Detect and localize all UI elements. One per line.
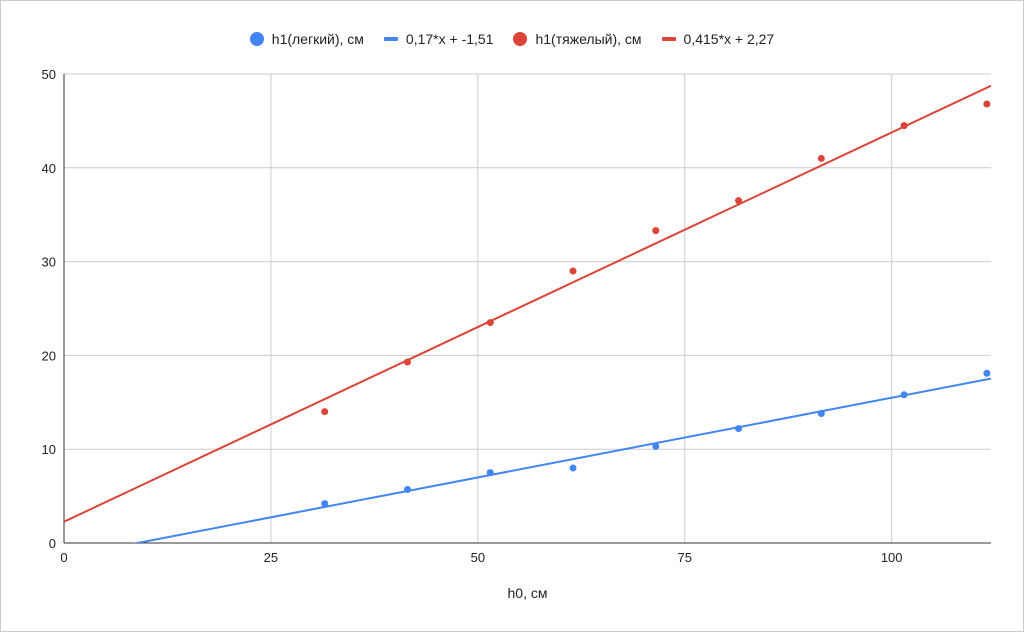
data-point-s2-4 [569,267,577,275]
legend-label-trendline-2: 0,415*x + 2,27 [683,31,775,47]
data-point-s1-7 [817,410,825,418]
legend-item-series-2[interactable]: h1(тяжелый), см [513,31,642,47]
legend-item-trendline-1[interactable]: 0,17*x + -1,51 [383,31,494,47]
data-points [321,100,991,508]
trendline-1 [132,377,991,543]
legend-marker-trendline-2 [661,37,676,41]
legend-marker-trendline-1 [383,37,398,41]
data-point-s2-2 [403,358,411,366]
data-point-s1-6 [735,425,743,433]
legend-label-series-2: h1(тяжелый), см [535,31,642,47]
chart-axes [63,74,991,544]
grid-lines [64,73,991,543]
x-tick-label-1: 25 [264,550,278,565]
data-point-s1-3 [486,469,494,477]
data-point-s2-1 [321,408,329,416]
data-point-s1-4 [569,464,577,472]
data-point-s1-8 [900,391,908,399]
data-point-s2-3 [486,319,494,327]
data-point-s2-8 [900,122,908,130]
legend-item-trendline-2[interactable]: 0,415*x + 2,27 [661,31,775,47]
trendline-2 [64,84,991,523]
x-tick-label-2: 50 [471,550,485,565]
y-tick-label-3: 30 [42,255,56,270]
y-tick-label-5: 50 [42,67,56,82]
legend-marker-series-2 [513,32,528,46]
y-tick-label-4: 40 [42,161,56,176]
x-axis-title: h0, см [508,585,548,601]
data-point-s1-1 [321,500,329,508]
data-point-s2-6 [735,197,743,205]
x-tick-label-0: 0 [60,550,67,565]
x-tick-label-4: 100 [881,550,903,565]
data-point-s2-7 [817,154,825,162]
data-point-s2-5 [652,227,660,235]
tick-labels: 0 10 20 30 40 50 0 25 50 75 100 [42,67,903,565]
y-tick-label-2: 20 [42,348,56,363]
legend-label-series-1: h1(легкий), см [271,31,364,47]
data-point-s1-2 [403,486,411,494]
data-point-s1-5 [652,442,660,450]
legend-label-trendline-1: 0,17*x + -1,51 [405,31,494,47]
legend-marker-series-1 [249,32,264,46]
data-point-s2-9 [983,100,991,108]
y-tick-label-0: 0 [49,536,56,551]
trendlines [64,84,991,543]
chart-legend: h1(легкий), см 0,17*x + -1,51 h1(тяжелый… [0,28,1024,50]
legend-item-series-1[interactable]: h1(легкий), см [249,31,364,47]
y-tick-label-1: 10 [42,442,56,457]
data-point-s1-9 [983,369,991,377]
x-tick-label-3: 75 [678,550,692,565]
